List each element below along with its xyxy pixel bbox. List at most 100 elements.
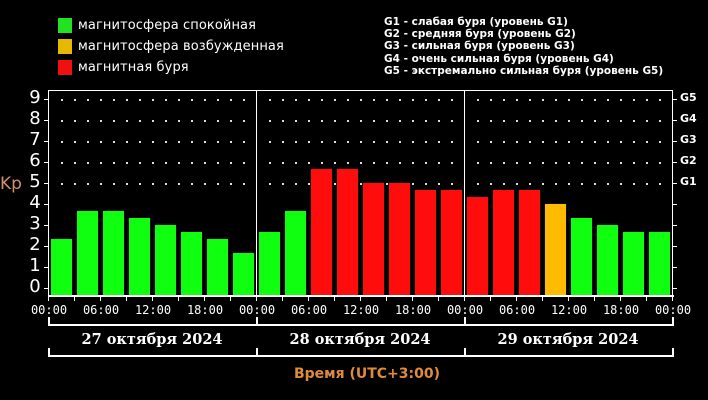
grid-dot <box>87 99 89 101</box>
legend-swatch-active <box>58 38 72 54</box>
x-tick-label: 06:00 <box>290 303 328 317</box>
y-tick-label: 0 <box>29 276 41 297</box>
kp-bar-storm <box>493 189 514 295</box>
grid-dot <box>295 162 297 164</box>
grid-dot <box>282 141 284 143</box>
g-level-item: G3 - сильная буря (уровень G3) <box>384 40 575 53</box>
bracket-tick <box>256 317 258 325</box>
grid-dot <box>529 120 531 122</box>
grid-dot <box>438 120 440 122</box>
grid-dot <box>646 120 648 122</box>
grid-dot <box>217 120 219 122</box>
day-divider <box>256 90 257 296</box>
grid-dot <box>113 141 115 143</box>
grid-dot <box>490 120 492 122</box>
date-label: 27 октября 2024 <box>81 331 223 348</box>
y-tick <box>44 288 48 289</box>
grid-dot <box>659 99 661 101</box>
grid-dot <box>386 99 388 101</box>
y-tick-right <box>673 288 677 289</box>
kp-bar-storm <box>441 189 462 295</box>
grid-dot <box>542 120 544 122</box>
grid-dot <box>230 120 232 122</box>
grid-dot <box>152 99 154 101</box>
bracket-tick <box>256 348 258 356</box>
grid-dot <box>217 141 219 143</box>
grid-dot <box>308 162 310 164</box>
grid-dot <box>126 141 128 143</box>
grid-dot <box>191 120 193 122</box>
grid-dot <box>204 141 206 143</box>
grid-dot <box>334 120 336 122</box>
grid-dot <box>503 183 505 185</box>
grid-dot <box>659 162 661 164</box>
grid-dot <box>659 120 661 122</box>
grid-dot <box>139 99 141 101</box>
kp-bar-storm <box>415 189 436 295</box>
grid-dot <box>295 141 297 143</box>
grid-dot <box>152 141 154 143</box>
x-tick <box>100 296 101 301</box>
grid-dot <box>360 183 362 185</box>
grid-dot <box>620 120 622 122</box>
grid-dot <box>295 99 297 101</box>
kp-bar-quiet <box>155 225 176 295</box>
grid-dot <box>581 141 583 143</box>
g-level-item: G1 - слабая буря (уровень G1) <box>384 16 568 28</box>
grid-dot <box>399 162 401 164</box>
y-tick-right <box>673 141 677 142</box>
kp-bar-quiet <box>233 252 254 295</box>
g-level-item: G5 - экстремально сильная буря (уровень … <box>384 64 664 77</box>
grid-dot <box>347 162 349 164</box>
grid-dot <box>100 120 102 122</box>
grid-dot <box>646 141 648 143</box>
grid-dot <box>334 183 336 185</box>
y-tick <box>44 141 48 142</box>
grid-dot <box>61 120 63 122</box>
g-level-legend: G1 - слабая буря (уровень G1) G2 - средн… <box>384 16 663 77</box>
grid-dot <box>425 120 427 122</box>
y-tick-right <box>673 120 677 121</box>
grid-dot <box>139 162 141 164</box>
grid-dot <box>347 99 349 101</box>
y-tick-label: 7 <box>29 129 41 150</box>
grid-dot <box>204 162 206 164</box>
x-tick <box>490 296 491 301</box>
grid-dot <box>230 162 232 164</box>
grid-dot <box>165 183 167 185</box>
grid-dot <box>633 141 635 143</box>
grid-dot <box>568 141 570 143</box>
grid-dot <box>438 183 440 185</box>
grid-dot <box>100 162 102 164</box>
grid-dot <box>139 183 141 185</box>
grid-dot <box>425 183 427 185</box>
grid-dot <box>204 120 206 122</box>
grid-dot <box>529 141 531 143</box>
y-tick-right <box>673 162 677 163</box>
grid-dot <box>633 162 635 164</box>
grid-dot <box>217 99 219 101</box>
grid-dot <box>581 162 583 164</box>
x-tick <box>568 296 569 301</box>
grid-dot <box>386 120 388 122</box>
y-tick <box>44 225 48 226</box>
grid-dot <box>516 162 518 164</box>
grid-dot <box>204 99 206 101</box>
grid-dot <box>490 141 492 143</box>
grid-dot <box>386 162 388 164</box>
grid-dot <box>308 183 310 185</box>
y-tick-label: 5 <box>29 171 41 192</box>
grid-dot <box>334 99 336 101</box>
grid-dot <box>620 183 622 185</box>
grid-dot <box>87 183 89 185</box>
grid-dot <box>568 99 570 101</box>
y-tick <box>44 183 48 184</box>
grid-dot <box>178 141 180 143</box>
grid-dot <box>646 162 648 164</box>
day-divider <box>464 90 465 296</box>
grid-dot <box>230 183 232 185</box>
g-tick-label: G2 <box>680 154 697 167</box>
grid-dot <box>373 120 375 122</box>
grid-dot <box>230 99 232 101</box>
grid-dot <box>620 99 622 101</box>
